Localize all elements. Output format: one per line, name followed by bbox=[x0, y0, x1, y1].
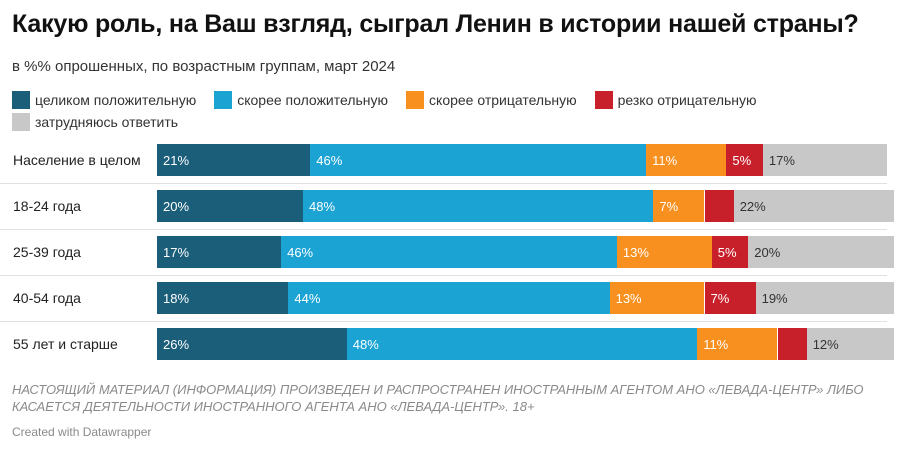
stacked-bar-chart: Население в целом 21% 46% 11% 5% 17% 18-24 год… bbox=[0, 140, 900, 370]
chart-subtitle: в %% опрошенных, по возрастным группам, … bbox=[12, 58, 396, 75]
bar-value-label: 5% bbox=[717, 245, 737, 260]
bar-value-label: 5% bbox=[732, 153, 752, 168]
legend-row-1: целиком положительную скорее положительн… bbox=[12, 89, 882, 111]
bar-value-label: 21% bbox=[163, 153, 190, 168]
row-label: 55 лет и старше bbox=[13, 336, 118, 352]
legend-swatch bbox=[594, 91, 613, 109]
legend-row-2: затрудняюсь ответить bbox=[12, 111, 882, 133]
bar-value-label: 17% bbox=[163, 245, 190, 260]
bar-value-label: 18% bbox=[163, 291, 190, 306]
legend-label: скорее отрицательную bbox=[429, 92, 577, 108]
bar-segment-fully-positive bbox=[157, 282, 289, 314]
row-divider bbox=[0, 183, 887, 184]
bar-value-label: 13% bbox=[615, 291, 642, 306]
bar-segment-hard-to-say bbox=[733, 190, 895, 222]
legend-item-rather-negative: скорее отрицательную bbox=[406, 91, 577, 109]
bar-value-label: 12% bbox=[812, 337, 839, 352]
row-divider bbox=[0, 321, 887, 322]
legend-label: резко отрицательную bbox=[617, 92, 757, 108]
legend: целиком положительную скорее положительн… bbox=[12, 89, 882, 133]
bar-segment-rather-negative bbox=[616, 236, 712, 268]
bar-value-label: 7% bbox=[659, 199, 679, 214]
legend-swatch bbox=[214, 91, 233, 109]
bar-segment-rather-negative bbox=[697, 328, 778, 360]
bar-segment-fully-positive bbox=[157, 190, 303, 222]
legend-item-fully-positive: целиком положительную bbox=[12, 91, 196, 109]
bar-segment-sharply-negative bbox=[704, 190, 734, 222]
bar-value-label: 26% bbox=[163, 337, 190, 352]
bar-value-label: 7% bbox=[710, 291, 730, 306]
bar-value-label: 44% bbox=[294, 291, 321, 306]
legend-swatch bbox=[406, 91, 425, 109]
bar-segment-rather-positive bbox=[310, 144, 647, 176]
bar-value-label: 19% bbox=[761, 291, 788, 306]
bar-segment-hard-to-say bbox=[748, 236, 895, 268]
bar-value-label: 20% bbox=[163, 199, 190, 214]
bar-segment-sharply-negative bbox=[711, 236, 749, 268]
row-label: Население в целом bbox=[13, 152, 141, 168]
bar-value-label: 46% bbox=[316, 153, 343, 168]
bar-segment-rather-negative bbox=[609, 282, 705, 314]
legend-item-rather-positive: скорее положительную bbox=[214, 91, 388, 109]
bar-value-label: 48% bbox=[352, 337, 379, 352]
bar-value-label: 20% bbox=[754, 245, 781, 260]
bar-segment-fully-positive bbox=[157, 144, 311, 176]
bar-segment-rather-positive bbox=[346, 328, 698, 360]
row-label: 25-39 года bbox=[13, 244, 81, 260]
legend-label: затрудняюсь ответить bbox=[35, 114, 179, 130]
bar-value-label: 11% bbox=[703, 337, 729, 352]
row-divider bbox=[0, 275, 887, 276]
bar-segment-rather-positive bbox=[281, 236, 617, 268]
bar-segment-rather-positive bbox=[303, 190, 654, 222]
bar-value-label: 22% bbox=[739, 199, 766, 214]
row-label: 40-54 года bbox=[13, 290, 81, 306]
bar-segment-rather-positive bbox=[288, 282, 610, 314]
bar-value-label: 13% bbox=[622, 245, 649, 260]
foreign-agent-disclaimer: НАСТОЯЩИЙ МАТЕРИАЛ (ИНФОРМАЦИЯ) ПРОИЗВЕД… bbox=[12, 382, 864, 414]
bar-value-label: 48% bbox=[309, 199, 336, 214]
bar-segment-fully-positive bbox=[157, 236, 282, 268]
legend-item-hard-to-say: затрудняюсь ответить bbox=[12, 113, 178, 131]
row-divider bbox=[0, 229, 887, 230]
legend-label: скорее положительную bbox=[237, 92, 389, 108]
bar-value-label: 46% bbox=[287, 245, 314, 260]
bar-segment-rather-negative bbox=[653, 190, 705, 222]
bar-value-label: 11% bbox=[652, 153, 678, 168]
bar-segment-hard-to-say bbox=[806, 328, 895, 360]
bar-segment-hard-to-say bbox=[762, 144, 887, 176]
bar-segment-fully-positive bbox=[157, 328, 347, 360]
row-label: 18-24 года bbox=[13, 198, 81, 214]
bar-segment-sharply-negative bbox=[726, 144, 763, 176]
bar-segment-sharply-negative bbox=[777, 328, 807, 360]
bar-value-label: 17% bbox=[768, 153, 795, 168]
bar-segment-sharply-negative bbox=[704, 282, 756, 314]
bar-segment-rather-negative bbox=[646, 144, 727, 176]
chart-title: Какую роль, на Ваш взгляд, сыграл Ленин … bbox=[12, 10, 859, 38]
datawrapper-credit: Created with Datawrapper bbox=[12, 425, 152, 439]
legend-label: целиком положительную bbox=[35, 92, 197, 108]
legend-swatch bbox=[12, 91, 30, 109]
legend-swatch bbox=[12, 113, 30, 131]
bar-segment-hard-to-say bbox=[755, 282, 895, 314]
legend-item-sharply-negative: резко отрицательную bbox=[594, 91, 757, 109]
